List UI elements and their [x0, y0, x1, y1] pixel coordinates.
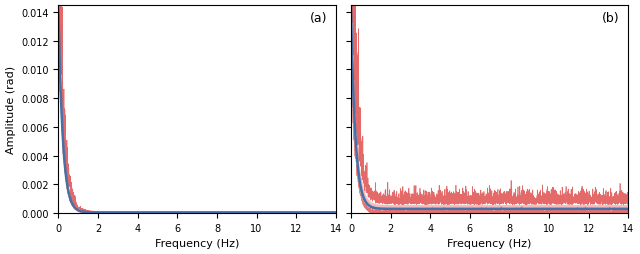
- Text: (b): (b): [602, 12, 620, 25]
- Y-axis label: Amplitude (rad): Amplitude (rad): [6, 66, 15, 153]
- Text: (a): (a): [310, 12, 328, 25]
- X-axis label: Frequency (Hz): Frequency (Hz): [155, 239, 239, 248]
- X-axis label: Frequency (Hz): Frequency (Hz): [447, 239, 532, 248]
